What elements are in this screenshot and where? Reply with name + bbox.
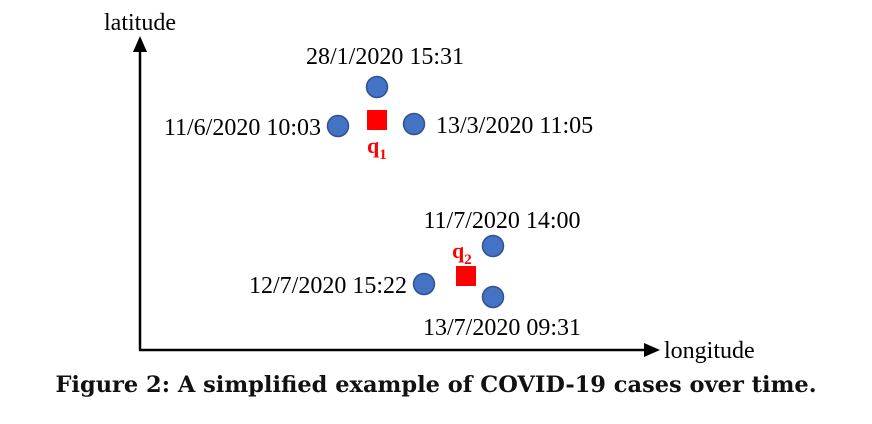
- spatial-diagram: latitude longitude 28/1/2020 15:31 11/6/…: [104, 10, 755, 364]
- case-point: [365, 75, 389, 99]
- query-point: [456, 266, 476, 286]
- y-axis-label: latitude: [104, 10, 176, 36]
- case-point: [326, 114, 350, 138]
- x-axis-arrowhead: [644, 343, 660, 357]
- query-label: q1: [367, 133, 387, 163]
- case-timestamp-label: 13/3/2020 11:05: [436, 113, 593, 139]
- figure-caption: Figure 2: A simplified example of COVID-…: [55, 372, 817, 398]
- case-timestamp-label: 11/6/2020 10:03: [164, 115, 321, 141]
- query-label: q2: [452, 238, 472, 268]
- x-axis-label: longitude: [664, 338, 755, 364]
- case-timestamp-label: 13/7/2020 09:31: [423, 315, 581, 341]
- case-point: [412, 272, 436, 296]
- cluster-q2: 11/7/2020 14:00 12/7/2020 15:22 13/7/202…: [249, 208, 581, 341]
- y-axis-arrowhead: [133, 36, 147, 52]
- case-timestamp-label: 28/1/2020 15:31: [306, 44, 464, 70]
- case-point: [481, 285, 505, 309]
- query-point: [367, 110, 387, 130]
- cluster-q1: 28/1/2020 15:31 11/6/2020 10:03 13/3/202…: [164, 44, 593, 163]
- case-point: [402, 112, 426, 136]
- case-timestamp-label: 11/7/2020 14:00: [423, 208, 580, 234]
- case-timestamp-label: 12/7/2020 15:22: [249, 273, 407, 299]
- case-point: [481, 234, 505, 258]
